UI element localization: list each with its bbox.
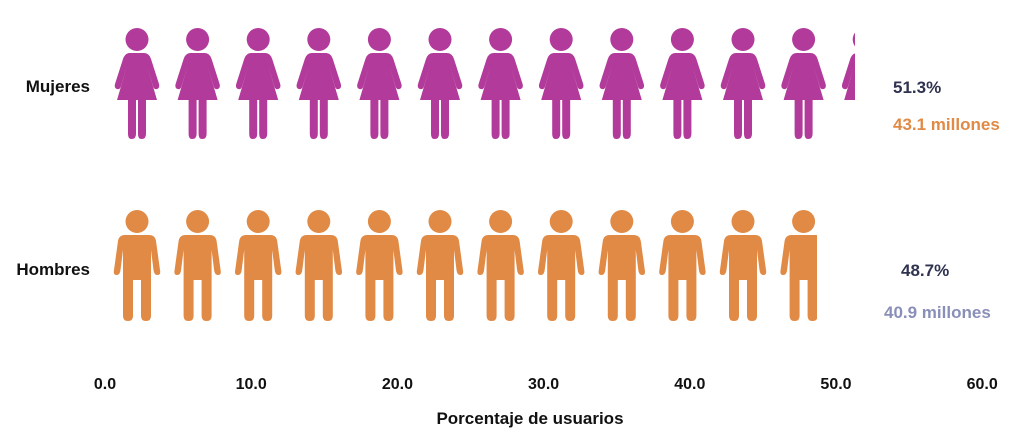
woman-icon: [538, 28, 584, 139]
woman-icon: [660, 28, 705, 139]
woman-icon: [720, 28, 766, 139]
woman-icon: [296, 28, 342, 139]
woman-icon: [781, 28, 826, 139]
man-icon: [537, 210, 585, 321]
x-tick-label: 0.0: [94, 376, 116, 393]
x-tick-label: 30.0: [528, 376, 559, 393]
man-icon: [113, 210, 161, 321]
women-percent-label: 51.3%: [893, 78, 941, 97]
x-tick-label: 10.0: [236, 376, 267, 393]
men-users-label: 40.9 millones: [884, 303, 991, 322]
woman-icon: [357, 28, 402, 139]
x-tick-label: 60.0: [967, 376, 998, 393]
man-icon: [356, 210, 403, 321]
woman-icon: [417, 28, 463, 139]
x-tick-label: 40.0: [674, 376, 705, 393]
x-axis-ticks: 0.0 10.0 20.0 30.0 40.0 50.0 60.0: [94, 376, 998, 393]
x-tick-label: 50.0: [820, 376, 851, 393]
man-icon: [416, 210, 464, 321]
women-users-label: 43.1 millones: [893, 115, 1000, 134]
man-icon: [598, 210, 646, 321]
category-label-women: Mujeres: [26, 77, 90, 96]
x-tick-label: 20.0: [382, 376, 413, 393]
men-pictogram-row: [113, 210, 887, 321]
x-axis-title: Porcentaje de usuarios: [436, 409, 623, 428]
men-percent-label: 48.7%: [901, 261, 949, 280]
woman-icon: [175, 28, 220, 139]
woman-icon: [478, 28, 523, 139]
man-icon: [174, 210, 221, 321]
woman-icon: [599, 28, 645, 139]
woman-icon: [235, 28, 281, 139]
women-pictogram-row: [114, 28, 856, 139]
woman-icon: [841, 28, 856, 139]
man-icon: [234, 210, 282, 321]
man-icon: [841, 210, 887, 321]
woman-icon: [114, 28, 160, 139]
man-icon: [659, 210, 706, 321]
man-icon: [719, 210, 767, 321]
man-icon: [295, 210, 343, 321]
category-label-men: Hombres: [16, 260, 90, 279]
man-icon: [780, 210, 817, 321]
man-icon: [477, 210, 524, 321]
